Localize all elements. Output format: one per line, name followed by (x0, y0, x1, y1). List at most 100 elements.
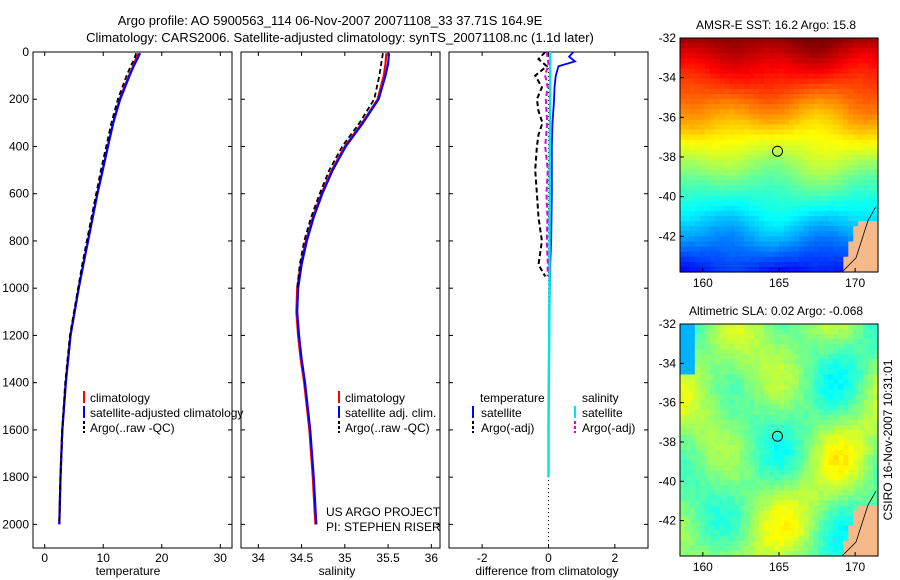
map-cell (729, 419, 736, 426)
map-cell (853, 460, 859, 466)
map-cell (808, 78, 815, 85)
map-cell (694, 535, 701, 542)
map-cell (853, 210, 859, 217)
map-cell (853, 540, 859, 547)
map-cell (754, 119, 760, 126)
map-cell (729, 48, 736, 54)
map-cell (729, 379, 736, 386)
map-cell (783, 231, 790, 237)
map-cell (858, 389, 864, 396)
map-cell (724, 175, 731, 182)
map-cell (793, 155, 800, 161)
map-cell (808, 124, 815, 131)
map-cell (798, 221, 805, 227)
map-cell (813, 68, 820, 75)
map-cell (838, 545, 844, 552)
map-cell (769, 399, 775, 406)
map-cell (779, 210, 785, 217)
map-cell (709, 246, 716, 253)
map-cell (754, 180, 760, 187)
map-cell (749, 139, 755, 146)
map-cell (818, 195, 825, 202)
map-cell (689, 429, 696, 436)
series-line-salinity-satellite (547, 52, 552, 478)
map-cell (764, 354, 770, 360)
map-cell (699, 510, 706, 517)
title-line2: Climatology: CARS2006. Satellite-adjuste… (86, 30, 594, 45)
map-cell (838, 349, 844, 355)
map-cell (680, 119, 686, 126)
map-cell (813, 409, 820, 416)
map-cell (714, 485, 721, 492)
map-cell (808, 404, 815, 411)
map-cell (818, 119, 825, 126)
map-cell (689, 505, 696, 512)
map-cell (749, 465, 755, 471)
map-cell (873, 414, 879, 421)
map-cell (739, 334, 745, 340)
map-cell (833, 399, 839, 406)
map-cell (853, 231, 859, 237)
map-cell (863, 144, 869, 151)
map-cell (689, 460, 696, 466)
map-cell (719, 414, 726, 421)
map-cell (848, 455, 854, 461)
map-y-tick-label: -40 (659, 474, 677, 488)
map-cell (704, 99, 711, 105)
map-cell (759, 73, 765, 80)
map-cell (853, 129, 859, 136)
map-cell (843, 525, 849, 532)
map-cell (769, 114, 775, 120)
map-cell (680, 48, 686, 54)
map-cell (779, 134, 785, 141)
map-cell (759, 389, 765, 396)
map-cell (873, 409, 879, 416)
map-cell (798, 190, 805, 197)
map-cell (798, 170, 805, 176)
map-cell (704, 344, 711, 350)
map-cell (759, 104, 765, 110)
map-cell (793, 180, 800, 187)
map-cell (689, 68, 696, 75)
map-cell (759, 339, 765, 345)
map-cell (843, 226, 849, 232)
map-cell (833, 149, 839, 156)
map-cell (858, 550, 864, 557)
map-cell (818, 165, 825, 171)
temperature-legend: climatology satellite-adjusted climatolo… (83, 391, 243, 435)
map-cell (873, 525, 879, 532)
map-cell (714, 38, 721, 44)
map-cell (774, 190, 780, 197)
map-cell (823, 53, 830, 59)
x-tick-label: -2 (477, 551, 488, 565)
map-cell (680, 429, 686, 436)
map-cell (848, 119, 854, 126)
map-cell (719, 246, 726, 253)
map-cell (803, 344, 810, 350)
map-cell (744, 480, 750, 486)
map-cell (798, 216, 805, 222)
map-cell (724, 200, 731, 207)
map-cell (848, 185, 854, 192)
map-cell (798, 104, 805, 110)
map-cell (769, 440, 775, 446)
map-cell (813, 256, 820, 263)
map-cell (868, 344, 874, 350)
x-tick-label: 0 (41, 551, 48, 565)
map-cell (739, 216, 745, 222)
map-cell (798, 180, 805, 187)
map-x-tick-label: 165 (769, 560, 789, 574)
map-cell (734, 109, 740, 115)
map-cell (709, 195, 716, 202)
map-cell (734, 195, 740, 202)
map-cell (689, 99, 696, 105)
map-cell (689, 185, 696, 192)
map-cell (709, 460, 716, 466)
map-cell (868, 63, 874, 70)
map-cell (873, 530, 879, 537)
map-cell (704, 231, 711, 237)
map-cell (759, 475, 765, 481)
map-cell (689, 104, 696, 110)
map-cell (744, 185, 750, 192)
map-cell (858, 424, 864, 431)
